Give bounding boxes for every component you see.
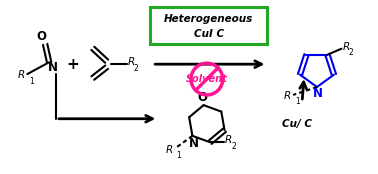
Text: 1: 1	[29, 77, 34, 86]
Text: R: R	[284, 91, 291, 101]
Text: Heterogeneous: Heterogeneous	[164, 14, 254, 24]
Text: +: +	[67, 57, 79, 72]
Text: Solvent: Solvent	[186, 74, 228, 84]
Text: R: R	[127, 57, 135, 67]
Text: R: R	[165, 145, 173, 155]
Text: N: N	[48, 61, 58, 74]
Text: R: R	[225, 135, 232, 145]
Text: 2: 2	[231, 142, 236, 151]
Text: 2: 2	[134, 64, 139, 73]
Text: 1: 1	[295, 97, 300, 106]
Text: Cu/ C: Cu/ C	[282, 119, 312, 129]
Text: N: N	[188, 137, 198, 150]
Text: O: O	[36, 30, 46, 43]
Text: O: O	[198, 91, 208, 104]
FancyBboxPatch shape	[150, 7, 267, 44]
Text: N: N	[313, 88, 323, 100]
Text: 1: 1	[177, 151, 181, 160]
Text: R: R	[342, 42, 350, 52]
Text: R: R	[18, 70, 25, 80]
Text: CuI C: CuI C	[194, 29, 224, 39]
Text: 2: 2	[349, 48, 353, 57]
